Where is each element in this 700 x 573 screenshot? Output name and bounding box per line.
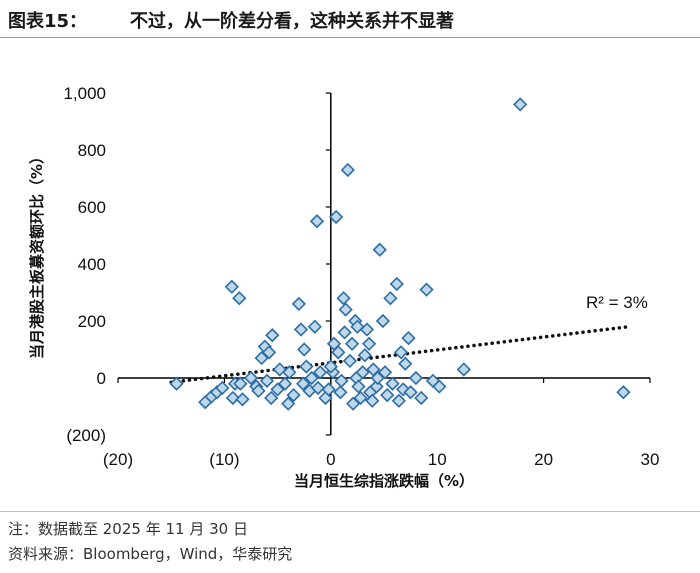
data-point	[328, 209, 344, 225]
data-point	[391, 393, 407, 408]
data-point	[265, 328, 280, 343]
y-tick-label: 800	[78, 141, 106, 160]
data-point	[401, 330, 416, 346]
data-point	[414, 390, 429, 406]
labels-layer: (20) (10) 0 10 20 30 (200) 0 200 400 600 800 1,000 当月…	[28, 84, 659, 490]
data-point	[232, 291, 247, 306]
data-point	[333, 385, 348, 400]
data-point	[372, 242, 387, 257]
data-point	[334, 373, 349, 388]
data-point	[513, 97, 528, 112]
x-tick-label: 30	[641, 450, 660, 469]
x-tick-label: 0	[326, 450, 335, 469]
data-point	[307, 319, 322, 334]
source-note: 资料来源：Bloomberg，Wind，华泰研究	[8, 545, 293, 563]
data-point	[408, 370, 424, 386]
y-tick-label: 600	[78, 198, 106, 217]
data-point	[403, 385, 418, 400]
data-point	[299, 359, 314, 374]
title-rule	[0, 37, 700, 38]
data-point	[389, 276, 404, 292]
data-point	[377, 365, 393, 380]
data-point	[261, 345, 277, 360]
footnote: 注：数据截至 2025 年 11 月 30 日	[8, 520, 248, 538]
y-tick-label: 200	[78, 312, 106, 331]
data-point	[355, 365, 370, 380]
x-tick-label: (20)	[103, 450, 133, 469]
data-point	[383, 291, 398, 306]
data-point	[215, 380, 230, 396]
data-point	[264, 390, 279, 406]
data-point	[243, 370, 259, 386]
data-point	[370, 370, 385, 386]
data-point	[296, 376, 311, 391]
data-point	[310, 380, 326, 396]
data-point	[254, 350, 269, 366]
data-point	[309, 214, 325, 229]
data-point	[432, 379, 447, 394]
x-tick-label: 20	[534, 450, 553, 469]
data-point	[337, 325, 352, 340]
data-point	[357, 348, 372, 363]
data-point	[336, 291, 351, 306]
data-point	[277, 376, 293, 391]
x-tick-label: (10)	[209, 450, 239, 469]
data-point	[169, 376, 184, 391]
data-point	[375, 313, 391, 329]
data-point	[297, 342, 312, 357]
data-point	[342, 353, 358, 369]
data-point	[351, 379, 366, 394]
title-bar: 图表15： 不过，从一阶差分看，这种关系并不显著	[0, 0, 700, 40]
y-tick-label: 0	[97, 369, 106, 388]
figure-label: 图表15：	[8, 11, 88, 32]
data-point	[313, 365, 328, 380]
data-point	[321, 382, 336, 397]
data-point	[353, 390, 368, 406]
data-point	[385, 376, 400, 391]
data-point	[224, 279, 239, 294]
figure-title: 不过，从一阶差分看，这种关系并不显著	[130, 11, 454, 32]
data-point	[331, 345, 346, 360]
y-axis-title: 当月港股主板募资额环比（%）	[28, 149, 46, 359]
data-point	[616, 385, 631, 400]
y-tick-label: 400	[78, 255, 106, 274]
data-point	[346, 396, 361, 411]
scatter-chart: (20) (10) 0 10 20 30 (200) 0 200 400 600 800 1,000 当月…	[28, 84, 659, 490]
y-tick-label: (200)	[66, 426, 106, 445]
x-tick-label: 10	[428, 450, 447, 469]
footer-rule	[0, 511, 700, 512]
data-point	[419, 282, 434, 297]
data-point	[361, 336, 377, 351]
data-point	[235, 392, 250, 407]
data-point	[304, 370, 319, 386]
data-point	[282, 365, 297, 380]
data-point	[359, 322, 375, 337]
data-point	[398, 356, 413, 371]
y-tick-label: 1,000	[63, 84, 106, 103]
data-point	[225, 390, 241, 406]
data-point	[293, 322, 309, 337]
data-point	[344, 336, 360, 351]
data-point	[251, 383, 266, 398]
data-point	[323, 359, 338, 374]
r-squared-annotation: R² = 3%	[586, 293, 648, 312]
data-point	[291, 296, 307, 312]
data-point	[369, 379, 384, 394]
data-point	[338, 302, 353, 317]
data-point	[259, 373, 275, 388]
axes	[117, 92, 651, 436]
data-point	[365, 393, 380, 408]
data-point	[393, 345, 409, 360]
data-point	[286, 387, 301, 403]
data-point	[270, 382, 285, 397]
data-point	[233, 376, 248, 391]
data-point	[380, 387, 395, 403]
x-axis-title: 当月恒生综指涨跌幅（%）	[294, 472, 474, 490]
data-point	[456, 362, 471, 377]
points-layer	[169, 97, 631, 411]
data-point	[340, 162, 355, 178]
data-point	[281, 396, 296, 411]
